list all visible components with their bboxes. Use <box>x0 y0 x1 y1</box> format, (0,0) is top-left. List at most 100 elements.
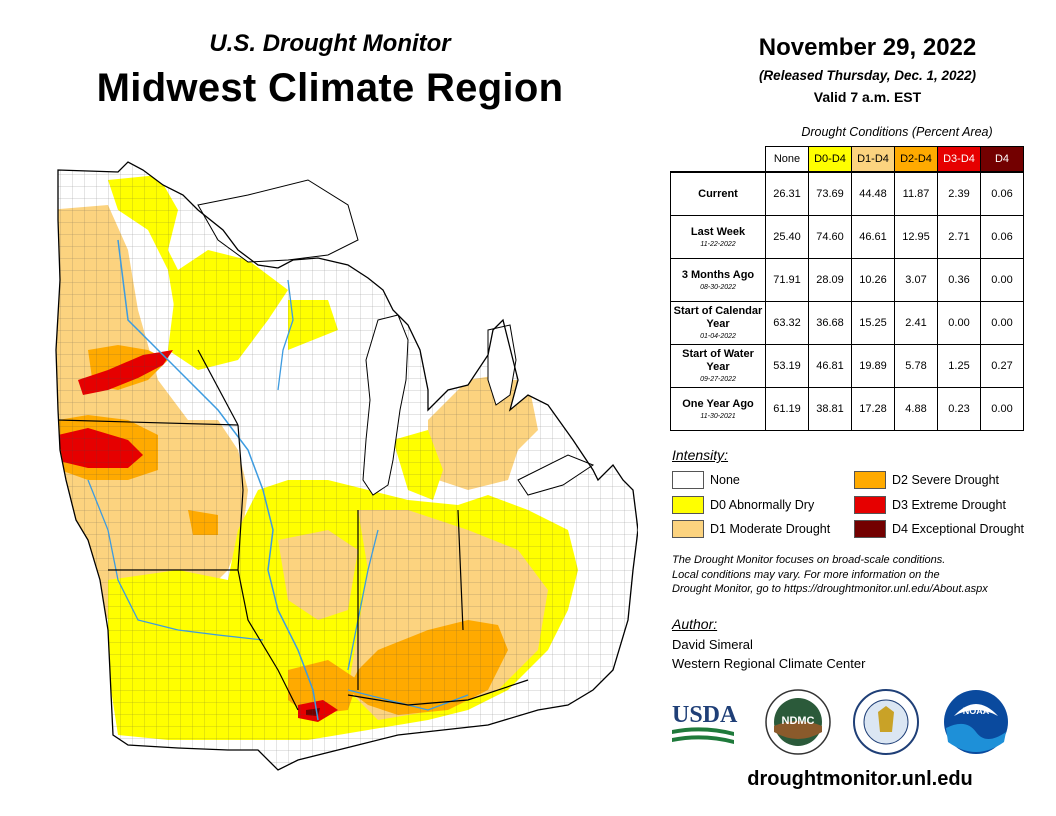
legend-swatch <box>672 496 704 514</box>
valid-time: Valid 7 a.m. EST <box>813 89 922 105</box>
table-row: Last Week 11-22-2022 25.40 74.60 46.61 12… <box>670 215 1024 259</box>
drought-conditions-table: None D0-D4 D1-D4 D2-D4 D3-D4 D4 Current … <box>670 146 1024 431</box>
legend-label: D0 Abnormally Dry <box>710 498 815 512</box>
table-cell: 61.19 <box>765 387 809 431</box>
noaa-logo: NOAA <box>944 690 1008 754</box>
legend-swatch <box>854 471 886 489</box>
table-cell: 63.32 <box>765 301 809 345</box>
col-header: D2-D4 <box>894 146 938 173</box>
usda-logo: USDA <box>672 702 738 744</box>
header-blank <box>670 146 766 172</box>
table-cell: 46.61 <box>851 215 895 259</box>
table-cell: 0.00 <box>980 258 1024 302</box>
row-title: One Year Ago <box>682 397 754 410</box>
table-cell: 2.71 <box>937 215 981 259</box>
lake-michigan <box>362 314 409 496</box>
table-row: One Year Ago 11-30-2021 61.19 38.81 17.28… <box>670 387 1024 431</box>
table-cell: 0.00 <box>980 301 1024 345</box>
noaa-logo-text: NOAA <box>963 706 990 716</box>
lake-superior <box>197 179 359 263</box>
mississippi-river <box>117 239 319 721</box>
disclaimer-note: The Drought Monitor focuses on broad-sca… <box>672 553 1052 597</box>
table-cell: 74.60 <box>808 215 852 259</box>
drought-map <box>55 161 638 771</box>
col-header: D1-D4 <box>851 146 895 173</box>
table-cell: 0.36 <box>937 258 981 302</box>
legend-label: D3 Extreme Drought <box>892 498 1006 512</box>
ndmc-logo-text: NDMC <box>782 715 815 727</box>
table-cell: 17.28 <box>851 387 895 431</box>
note-line: The Drought Monitor focuses on broad-sca… <box>672 554 946 566</box>
row-label: Start of Water Year 09-27-2022 <box>670 344 766 388</box>
row-title: Current <box>698 187 738 200</box>
missouri-river <box>87 479 264 641</box>
table-cell: 0.06 <box>980 171 1024 216</box>
table-cell: 2.39 <box>937 171 981 216</box>
lake-erie <box>517 454 595 496</box>
table-cell: 38.81 <box>808 387 852 431</box>
wisconsin-river <box>277 279 294 391</box>
legend-swatch <box>854 496 886 514</box>
doc-seal-logo <box>853 689 919 755</box>
table-row: 3 Months Ago 08-30-2022 71.91 28.09 10.26… <box>670 258 1024 302</box>
table-caption: Drought Conditions (Percent Area) <box>801 125 993 139</box>
row-title: 3 Months Ago <box>681 268 755 281</box>
table-cell: 12.95 <box>894 215 938 259</box>
row-date: 08-30-2022 <box>700 283 736 291</box>
row-label: Start of Calendar Year 01-04-2022 <box>670 301 766 345</box>
row-date: 11-30-2021 <box>700 412 736 420</box>
table-cell: 0.27 <box>980 344 1024 388</box>
region-outline <box>55 161 638 771</box>
row-date: 09-27-2022 <box>700 376 736 383</box>
row-label: Current <box>670 171 766 216</box>
table-cell: 36.68 <box>808 301 852 345</box>
row-label: One Year Ago 11-30-2021 <box>670 387 766 431</box>
author-title: Author: <box>672 616 718 632</box>
map-title: Midwest Climate Region <box>96 66 564 110</box>
note-line: Local conditions may vary. For more info… <box>672 568 940 581</box>
table-cell: 44.48 <box>851 171 895 216</box>
legend-swatch <box>854 520 886 538</box>
legend-label: D2 Severe Drought <box>892 473 1000 487</box>
table-cell: 11.87 <box>894 171 938 216</box>
col-header: D4 <box>980 146 1024 173</box>
wabash-river <box>347 529 379 671</box>
table-cell: 3.07 <box>894 258 938 302</box>
row-title: Start of Water Year <box>682 348 754 373</box>
footer-website: droughtmonitor.unl.edu <box>747 768 973 790</box>
row-label: 3 Months Ago 08-30-2022 <box>670 258 766 302</box>
table-cell: 25.40 <box>765 215 809 259</box>
ndmc-logo: NDMC <box>765 689 831 755</box>
legend-title: Intensity: <box>672 447 729 463</box>
row-label: Last Week 11-22-2022 <box>670 215 766 259</box>
table-cell: 4.88 <box>894 387 938 431</box>
table-cell: 71.91 <box>765 258 809 302</box>
table-cell: 73.69 <box>808 171 852 216</box>
table-cell: 0.00 <box>937 301 981 345</box>
table-cell: 10.26 <box>851 258 895 302</box>
table-cell: 15.25 <box>851 301 895 345</box>
table-header-row: None D0-D4 D1-D4 D2-D4 D3-D4 D4 <box>670 146 1024 173</box>
author-name: David Simeral <box>672 637 753 652</box>
col-header: D0-D4 <box>808 146 852 173</box>
legend-label: D1 Moderate Drought <box>710 522 831 536</box>
legend-label: D4 Exceptional Drought <box>892 522 1025 536</box>
row-date: 01-04-2022 <box>700 333 736 340</box>
map-subtitle: U.S. Drought Monitor <box>209 30 451 57</box>
table-cell: 5.78 <box>894 344 938 388</box>
table-cell: 0.23 <box>937 387 981 431</box>
agency-logos: USDA NDMC NOAA <box>672 689 1008 755</box>
table-cell: 26.31 <box>765 171 809 216</box>
row-title: Last Week <box>690 225 746 238</box>
state-borders <box>57 349 529 711</box>
author-org: Western Regional Climate Center <box>672 656 866 671</box>
table-cell: 0.00 <box>980 387 1024 431</box>
table-cell: 0.06 <box>980 215 1024 259</box>
row-date: 11-22-2022 <box>700 240 736 248</box>
table-row: Start of Water Year 09-27-2022 53.19 46.8… <box>670 344 1024 388</box>
table-row: Start of Calendar Year 01-04-2022 63.32 3… <box>670 301 1024 345</box>
note-line: Drought Monitor, go to https://droughtmo… <box>672 583 988 595</box>
legend-label: None <box>710 473 740 487</box>
release-date: (Released Thursday, Dec. 1, 2022) <box>758 68 977 83</box>
col-header: None <box>765 146 809 173</box>
